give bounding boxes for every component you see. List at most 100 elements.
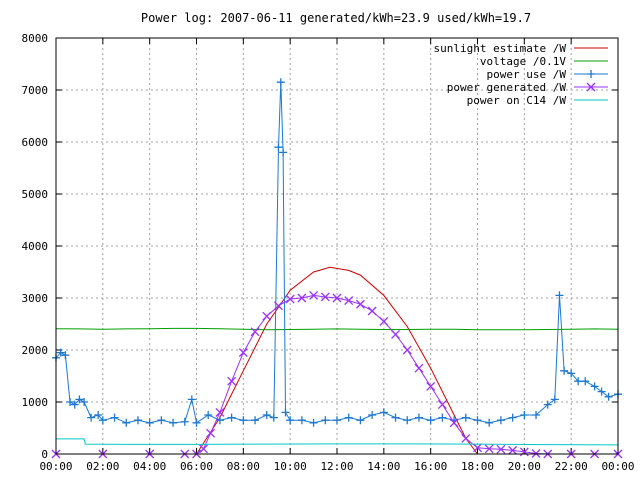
data-point: [355, 299, 365, 309]
data-point: [437, 400, 447, 410]
data-point: [133, 416, 142, 425]
grid: [56, 38, 618, 454]
series-power-use-w: [52, 78, 622, 427]
data-point: [227, 376, 237, 386]
x-tick-label: 22:00: [555, 460, 588, 473]
legend-label: sunlight estimate /W: [434, 42, 567, 55]
legend-label: power use /W: [487, 68, 567, 81]
data-point: [199, 444, 208, 454]
data-point: [531, 449, 541, 458]
data-point: [297, 416, 306, 425]
data-point: [496, 444, 506, 454]
data-point: [402, 345, 412, 355]
series-line: [196, 266, 478, 455]
data-point: [274, 143, 283, 152]
data-point: [356, 416, 365, 425]
data-point: [285, 294, 295, 304]
data-point: [344, 413, 353, 422]
data-point: [309, 418, 318, 427]
y-tick-label: 5000: [22, 188, 49, 201]
chart-title: Power log: 2007-06-11 generated/kWh=23.9…: [141, 11, 531, 25]
y-tick-label: 3000: [22, 292, 49, 305]
data-point: [309, 290, 319, 300]
x-tick-label: 10:00: [274, 460, 307, 473]
data-point: [66, 398, 75, 406]
data-point: [560, 366, 569, 375]
data-point: [215, 416, 224, 425]
data-point: [145, 418, 154, 427]
legend-label: voltage /0.1V: [480, 55, 566, 68]
data-point: [426, 381, 436, 391]
data-point: [590, 382, 599, 391]
y-tick-label: 8000: [22, 32, 49, 45]
data-point: [519, 447, 529, 457]
data-point: [87, 413, 96, 422]
data-point: [391, 413, 400, 422]
legend-marker: [586, 82, 596, 92]
data-point: [543, 400, 552, 409]
data-point: [70, 400, 79, 409]
data-point: [555, 291, 564, 300]
y-tick-label: 2000: [22, 344, 49, 357]
x-tick-label: 14:00: [367, 460, 400, 473]
x-tick-label: 20:00: [508, 460, 541, 473]
data-point: [250, 327, 260, 337]
data-point: [56, 348, 65, 357]
data-point: [344, 296, 354, 306]
data-point: [414, 413, 423, 422]
x-tick-label: 00:00: [601, 460, 634, 473]
data-point: [508, 413, 517, 422]
data-point: [520, 411, 529, 419]
data-point: [98, 416, 107, 425]
data-point: [332, 293, 342, 303]
y-tick-label: 6000: [22, 136, 49, 149]
data-point: [227, 413, 236, 422]
x-tick-label: 18:00: [461, 460, 494, 473]
data-point: [262, 311, 272, 321]
data-point: [597, 387, 606, 396]
data-point: [192, 418, 201, 427]
x-tick-label: 06:00: [180, 460, 213, 473]
data-point: [262, 411, 271, 419]
data-point: [180, 417, 189, 426]
data-point: [110, 413, 119, 422]
data-point: [508, 445, 518, 455]
data-point: [286, 416, 295, 425]
data-point: [187, 395, 196, 404]
data-point: [473, 416, 482, 425]
data-point: [532, 411, 541, 419]
series-sunlight-estimate-w: [196, 266, 478, 455]
x-tick-label: 04:00: [133, 460, 166, 473]
data-point: [438, 413, 447, 422]
data-point: [61, 351, 70, 360]
x-tick-label: 08:00: [227, 460, 260, 473]
data-point: [80, 398, 89, 406]
data-point: [391, 329, 401, 339]
data-point: [273, 301, 283, 311]
data-point: [333, 416, 341, 425]
y-tick-label: 1000: [22, 396, 49, 409]
data-point: [581, 377, 590, 386]
data-point: [279, 148, 288, 157]
data-point: [574, 377, 583, 386]
data-point: [379, 316, 389, 326]
data-point: [169, 418, 178, 427]
data-point: [321, 416, 330, 425]
data-point: [297, 293, 307, 303]
series-power-on-c14-w: [56, 438, 619, 446]
data-point: [320, 292, 330, 302]
x-tick-label: 00:00: [39, 460, 72, 473]
data-point: [449, 418, 459, 428]
data-point: [414, 363, 424, 373]
data-point: [379, 408, 388, 417]
data-point: [75, 395, 84, 404]
x-axis: 00:00 02:00 04:00 06:00 08:00 10:00 12:00 14:00…: [39, 38, 635, 473]
y-tick-label: 4000: [22, 240, 49, 253]
data-point: [251, 416, 260, 425]
data-point: [550, 395, 559, 404]
data-point: [604, 392, 613, 401]
data-point: [461, 413, 470, 422]
data-point: [485, 418, 494, 427]
